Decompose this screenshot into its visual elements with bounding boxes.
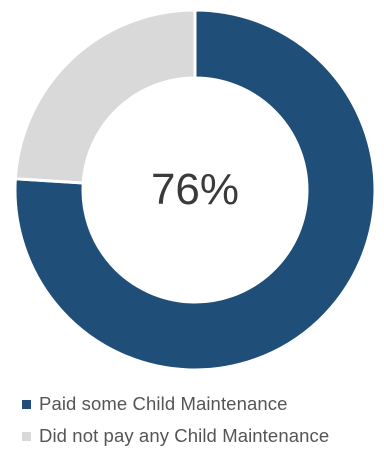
legend-label-not-paid: Did not pay any Child Maintenance — [39, 425, 330, 446]
legend-item-paid: Paid some Child Maintenance — [22, 388, 384, 420]
chart-legend: Paid some Child Maintenance Did not pay … — [22, 388, 384, 452]
legend-item-not-paid: Did not pay any Child Maintenance — [22, 420, 384, 452]
donut-chart: 76% — [13, 8, 377, 372]
legend-swatch-not-paid — [22, 431, 31, 441]
donut-slice-0 — [13, 8, 377, 372]
legend-label-paid: Paid some Child Maintenance — [39, 393, 288, 414]
center-percentage-label: 76% — [151, 165, 239, 214]
donut-slices — [13, 8, 377, 372]
legend-swatch-paid — [22, 399, 31, 409]
donut-slice-1 — [13, 8, 197, 185]
